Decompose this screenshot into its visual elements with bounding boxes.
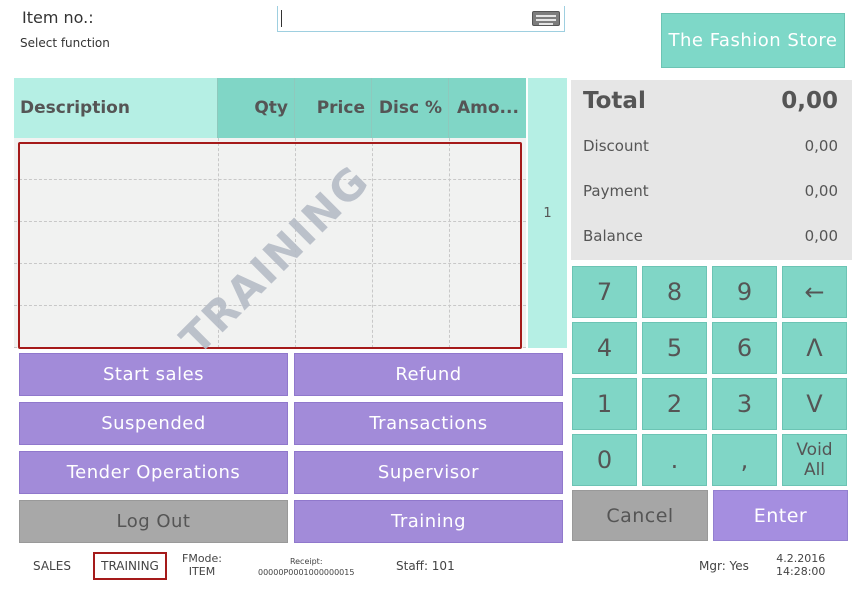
total-value: 0,00	[781, 88, 838, 114]
key-decimal[interactable]: .	[642, 434, 707, 486]
key-0[interactable]: 0	[572, 434, 637, 486]
discount-value: 0,00	[804, 137, 838, 155]
total-row: Total 0,00	[583, 86, 838, 116]
receipt-number: 00000P0001000000015	[258, 568, 355, 577]
page-number: 1	[543, 205, 552, 221]
key-4[interactable]: 4	[572, 322, 637, 374]
backspace-icon: ←	[804, 278, 825, 306]
manager-status: Mgr: Yes	[699, 559, 749, 573]
time-value: 14:28:00	[776, 565, 826, 578]
training-status-badge: TRAINING	[93, 552, 167, 580]
column-divider	[218, 138, 219, 348]
total-label: Total	[583, 88, 646, 114]
up-key[interactable]: Λ	[782, 322, 847, 374]
supervisor-button[interactable]: Supervisor	[294, 451, 563, 494]
function-prompt: Select function	[20, 36, 110, 50]
payment-row: Payment 0,00	[583, 180, 838, 202]
balance-row: Balance 0,00	[583, 225, 838, 247]
column-description[interactable]: Description	[14, 78, 218, 138]
page-indicator[interactable]: 1	[528, 78, 567, 348]
suspended-button[interactable]: Suspended	[19, 402, 288, 445]
transactions-button[interactable]: Transactions	[294, 402, 563, 445]
key-3[interactable]: 3	[712, 378, 777, 430]
balance-label: Balance	[583, 227, 643, 245]
start-sales-button[interactable]: Start sales	[19, 353, 288, 396]
staff-status: Staff: 101	[396, 559, 455, 573]
cancel-button[interactable]: Cancel	[572, 490, 708, 541]
mode-status: SALES	[33, 559, 71, 573]
table-row[interactable]	[14, 180, 526, 222]
totals-panel: Total 0,00 Discount 0,00 Payment 0,00 Ba…	[571, 80, 852, 260]
balance-value: 0,00	[804, 227, 838, 245]
date-value: 4.2.2016	[776, 552, 826, 565]
chevron-down-icon: V	[806, 390, 823, 418]
key-8[interactable]: 8	[642, 266, 707, 318]
refund-button[interactable]: Refund	[294, 353, 563, 396]
chevron-up-icon: Λ	[806, 334, 823, 362]
column-divider	[449, 138, 450, 348]
enter-button[interactable]: Enter	[713, 490, 848, 541]
discount-label: Discount	[583, 137, 649, 155]
key-7[interactable]: 7	[572, 266, 637, 318]
table-row[interactable]	[14, 264, 526, 306]
datetime-status: 4.2.2016 14:28:00	[776, 552, 825, 578]
fmode-status: FMode: ITEM	[182, 552, 222, 578]
fmode-label: FMode:	[182, 552, 223, 565]
void-all-button[interactable]: Void All	[782, 434, 847, 486]
column-price[interactable]: Price	[295, 78, 372, 138]
store-name-button[interactable]: The Fashion Store	[661, 13, 845, 68]
discount-row: Discount 0,00	[583, 135, 838, 157]
table-row[interactable]	[14, 222, 526, 264]
payment-label: Payment	[583, 182, 649, 200]
keyboard-icon[interactable]	[532, 11, 560, 26]
grid-highlight-frame	[18, 142, 522, 349]
column-discount[interactable]: Disc %	[372, 78, 449, 138]
receipt-grid-header: Description Qty Price Disc % Amo...	[14, 78, 526, 138]
backspace-key[interactable]: ←	[782, 266, 847, 318]
key-6[interactable]: 6	[712, 322, 777, 374]
table-row[interactable]	[14, 138, 526, 180]
key-comma[interactable]: ,	[712, 434, 777, 486]
void-all-line2: All	[803, 460, 826, 480]
receipt-status: Receipt: 00000P0001000000015	[258, 556, 354, 578]
key-9[interactable]: 9	[712, 266, 777, 318]
key-2[interactable]: 2	[642, 378, 707, 430]
log-out-button[interactable]: Log Out	[19, 500, 288, 543]
column-amount[interactable]: Amo...	[449, 78, 526, 138]
tender-operations-button[interactable]: Tender Operations	[19, 451, 288, 494]
payment-value: 0,00	[804, 182, 838, 200]
item-number-input[interactable]	[278, 6, 518, 30]
column-divider	[372, 138, 373, 348]
receipt-grid[interactable]	[14, 138, 526, 348]
item-number-field[interactable]	[277, 6, 565, 32]
down-key[interactable]: V	[782, 378, 847, 430]
column-qty[interactable]: Qty	[218, 78, 295, 138]
training-button[interactable]: Training	[294, 500, 563, 543]
key-1[interactable]: 1	[572, 378, 637, 430]
item-number-label: Item no.:	[22, 8, 94, 27]
text-cursor	[281, 10, 282, 27]
void-all-line1: Void	[796, 440, 833, 460]
receipt-label: Receipt:	[289, 557, 323, 566]
key-5[interactable]: 5	[642, 322, 707, 374]
fmode-value: ITEM	[188, 565, 216, 578]
column-divider	[295, 138, 296, 348]
